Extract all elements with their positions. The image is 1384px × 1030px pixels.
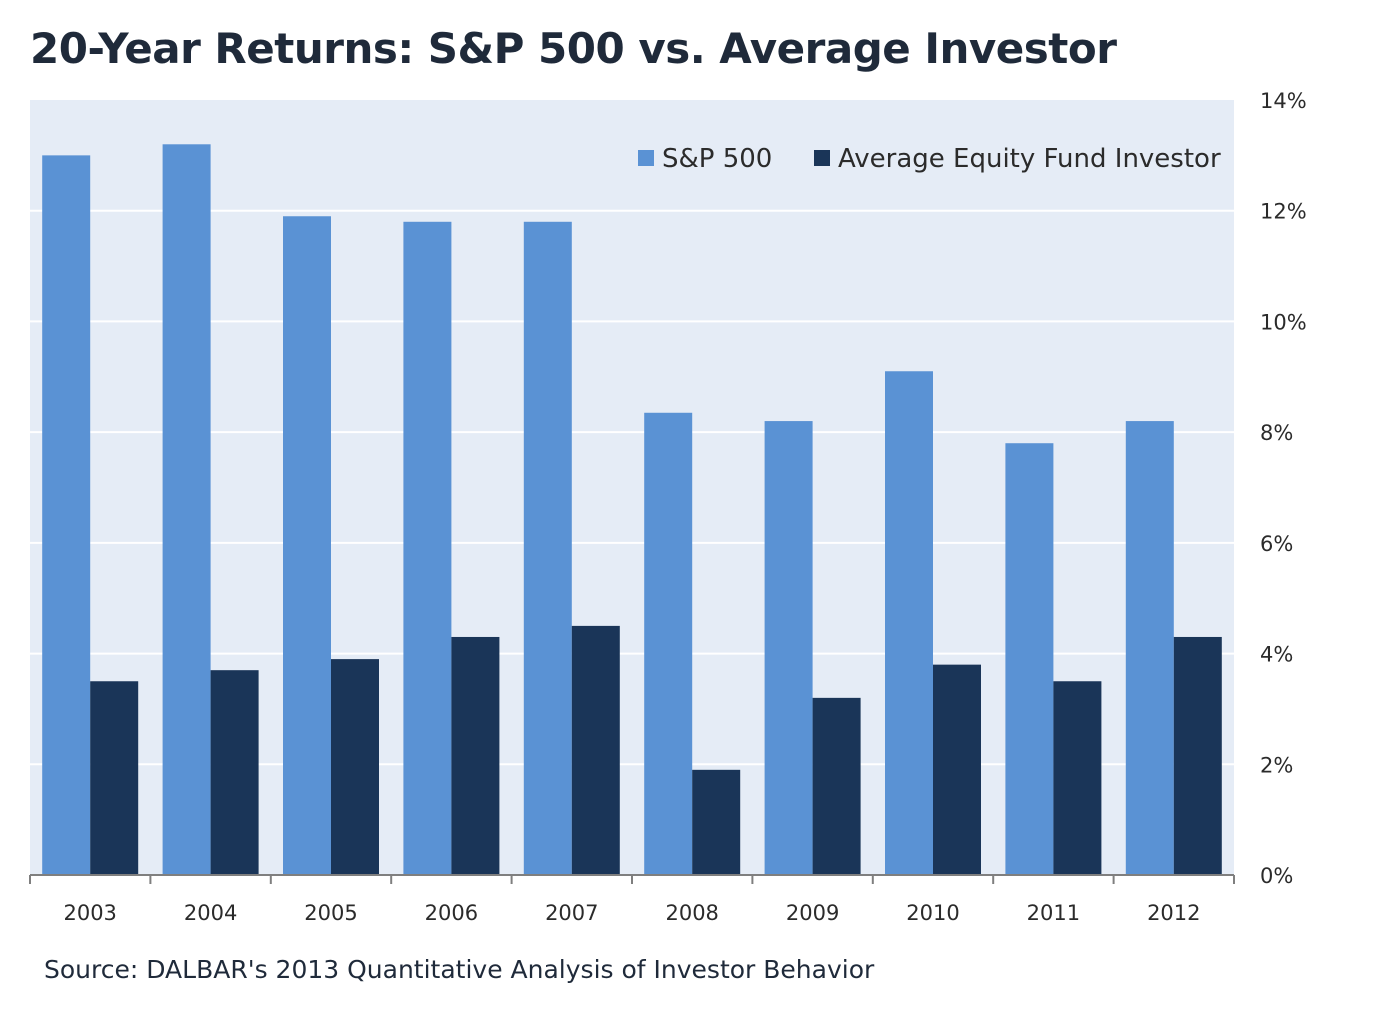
bars bbox=[42, 144, 1222, 876]
bar-sp500-2010 bbox=[885, 371, 933, 875]
bar-investor-2003 bbox=[90, 681, 139, 875]
bar-sp500-2011 bbox=[1005, 443, 1054, 875]
bar-sp500-2012 bbox=[1125, 421, 1174, 875]
source-note: Source: DALBAR's 2013 Quantitative Analy… bbox=[44, 955, 875, 984]
x-tick-label: 2011 bbox=[1027, 901, 1080, 925]
x-tick-label: 2012 bbox=[1147, 901, 1200, 925]
x-axis: 2003 2004 2005 2006 2007 2008 2009 2010 2011 2012 bbox=[29, 874, 1235, 925]
bar-sp500-2007 bbox=[523, 221, 572, 876]
bar-investor-2011 bbox=[1053, 681, 1102, 875]
bar-sp500-2003 bbox=[42, 155, 91, 875]
bar-investor-2012 bbox=[1173, 636, 1222, 875]
legend-swatch-investor bbox=[814, 150, 830, 166]
bar-sp500-2004 bbox=[162, 144, 211, 876]
legend-label-sp500: S&P 500 bbox=[662, 144, 772, 174]
x-tick-label: 2008 bbox=[665, 901, 718, 925]
y-tick-label: 14% bbox=[1260, 89, 1307, 113]
y-tick-label: 2% bbox=[1260, 753, 1293, 777]
y-tick-label: 8% bbox=[1260, 421, 1293, 445]
x-tick-label: 2006 bbox=[425, 901, 478, 925]
y-tick-label: 12% bbox=[1260, 200, 1307, 224]
bar-investor-2006 bbox=[451, 636, 500, 875]
x-tick-label: 2005 bbox=[304, 901, 357, 925]
y-tick-label: 4% bbox=[1260, 643, 1293, 667]
legend: S&P 500 Average Equity Fund Investor bbox=[638, 144, 1221, 174]
bar-sp500-2006 bbox=[403, 221, 452, 876]
x-tick-label: 2010 bbox=[906, 901, 959, 925]
x-tick-label: 2004 bbox=[184, 901, 237, 925]
bar-sp500-2009 bbox=[764, 421, 813, 875]
y-tick-label: 0% bbox=[1260, 864, 1293, 888]
x-tick-label: 2009 bbox=[786, 901, 839, 925]
y-tick-label: 10% bbox=[1260, 310, 1307, 334]
bar-investor-2010 bbox=[933, 664, 981, 875]
y-tick-label: 6% bbox=[1260, 532, 1293, 556]
bar-sp500-2005 bbox=[283, 216, 331, 875]
bar-investor-2008 bbox=[692, 769, 741, 875]
bar-investor-2007 bbox=[571, 625, 620, 875]
bar-investor-2005 bbox=[331, 659, 379, 875]
x-tick-label: 2007 bbox=[545, 901, 598, 925]
bar-investor-2004 bbox=[210, 670, 259, 875]
chart-title: 20-Year Returns: S&P 500 vs. Average Inv… bbox=[30, 24, 1117, 73]
x-tick-label: 2003 bbox=[63, 901, 116, 925]
y-axis: 0% 2% 4% 6% 8% 10% 12% 14% bbox=[1260, 89, 1307, 888]
bar-sp500-2008 bbox=[644, 412, 693, 875]
bar-investor-2009 bbox=[812, 697, 861, 875]
legend-swatch-sp500 bbox=[638, 150, 654, 166]
legend-label-investor: Average Equity Fund Investor bbox=[838, 144, 1221, 174]
